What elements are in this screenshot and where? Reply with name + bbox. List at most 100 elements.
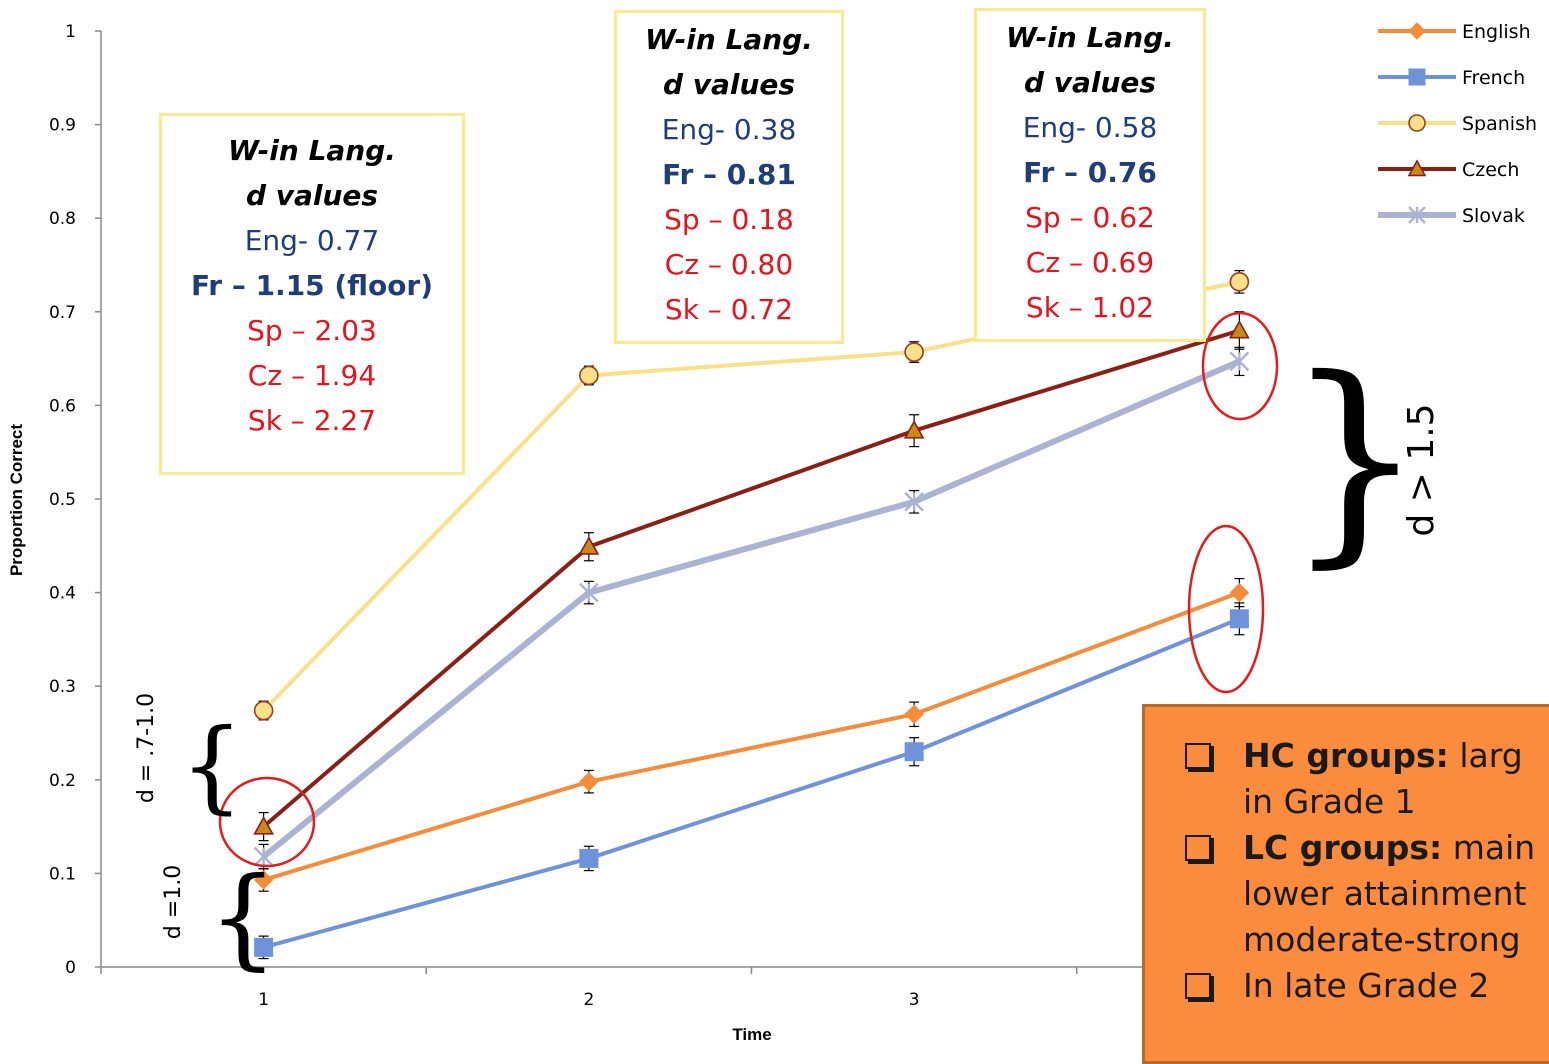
summary-hc-bold: HC groups: — [1243, 736, 1449, 775]
checkbox-bullet-icon — [1185, 835, 1211, 861]
legend-label: French — [1462, 67, 1525, 89]
legend-label: Czech — [1462, 159, 1519, 181]
y-axis-title: Proportion Correct — [7, 424, 26, 576]
x-tick-label: 1 — [258, 990, 269, 1010]
legend: English French Spanish Czech Slovak — [1378, 21, 1537, 227]
data-point — [904, 704, 924, 724]
dvalue-subheading: d values — [245, 179, 379, 212]
data-point — [904, 742, 924, 762]
y-tick-label: 0.9 — [49, 116, 76, 136]
annotation-d-large: d > 1.5 — [1401, 403, 1442, 536]
dvalue-sp: Sp – 2.03 — [247, 314, 377, 347]
legend-item-french: French — [1378, 67, 1525, 89]
series-french — [254, 602, 1249, 960]
dvalue-cz: Cz – 0.69 — [1025, 246, 1155, 279]
y-tick-label: 0.3 — [49, 677, 76, 697]
legend-label: Spanish — [1462, 113, 1537, 135]
data-point — [253, 815, 274, 835]
dvalue-eng: Eng- 0.58 — [1022, 111, 1158, 144]
y-tick-label: 0.1 — [49, 864, 76, 884]
summary-line-text: in Grade 1 — [1243, 782, 1416, 821]
y-tick-label: 1 — [65, 22, 76, 42]
dvalue-box-time1: W-in Lang. d values Eng- 0.77 Fr – 1.15 … — [159, 113, 465, 475]
annotation-ellipse-t4-top — [1201, 311, 1279, 421]
y-tick-label: 0.4 — [49, 584, 76, 604]
data-point — [1408, 68, 1426, 86]
series-line — [261, 358, 1241, 859]
annotation-ellipse-t4-bottom — [1187, 524, 1265, 694]
data-point — [1408, 206, 1426, 224]
series-line — [262, 328, 1240, 829]
data-point — [253, 700, 274, 721]
y-tick-label: 0.8 — [49, 209, 76, 229]
annotation-d-moderate: d = .7-1.0 — [134, 693, 159, 803]
data-point — [1407, 159, 1427, 177]
legend-item-slovak: Slovak — [1378, 205, 1525, 227]
series-czech — [253, 311, 1250, 842]
dvalue-box-time2: W-in Lang. d values Eng- 0.38 Fr – 0.81 … — [614, 10, 844, 344]
summary-box: HC groups: larg in Grade 1 LC groups: ma… — [1142, 704, 1549, 1064]
dvalue-eng: Eng- 0.77 — [244, 224, 380, 257]
data-point — [1229, 351, 1250, 372]
dvalue-sk: Sk – 2.27 — [247, 404, 377, 437]
dvalue-box-time3: W-in Lang. d values Eng- 0.58 Fr – 0.76 … — [974, 8, 1206, 342]
data-point — [254, 937, 274, 957]
summary-line-text: moderate-strong — [1243, 920, 1521, 959]
series-slovak — [253, 346, 1250, 870]
legend-label: English — [1462, 21, 1531, 43]
summary-hc-rest: larg — [1448, 736, 1523, 775]
legend-item-spanish: Spanish — [1378, 113, 1537, 135]
y-tick-label: 0.2 — [49, 771, 76, 791]
summary-lc-bold: LC groups: — [1243, 828, 1443, 867]
legend-label: Slovak — [1462, 205, 1525, 227]
summary-line-text: lower attainment — [1243, 874, 1527, 913]
data-point — [1229, 319, 1250, 339]
y-tick-label: 0.6 — [49, 396, 76, 416]
data-point — [903, 420, 925, 439]
dvalue-subheading: d values — [662, 68, 796, 101]
series-layer — [253, 270, 1250, 960]
y-tick-label: 0.7 — [49, 303, 76, 323]
dvalue-heading: W-in Lang. — [1006, 21, 1174, 54]
dvalue-heading: W-in Lang. — [645, 23, 813, 56]
data-point — [1408, 114, 1426, 132]
data-point — [253, 846, 274, 867]
dvalue-sp: Sp – 0.18 — [664, 203, 794, 236]
checkbox-bullet-icon — [1185, 973, 1211, 999]
data-point — [579, 771, 599, 792]
dvalue-heading: W-in Lang. — [228, 134, 396, 167]
data-point — [1229, 272, 1250, 292]
series-line — [263, 590, 1241, 882]
summary-late-text: In late Grade 2 — [1243, 966, 1490, 1005]
dvalue-sk: Sk – 1.02 — [1025, 291, 1155, 324]
summary-bullet-late: In late Grade 2 — [1185, 963, 1549, 1009]
legend-item-english: English — [1378, 21, 1531, 43]
data-point — [579, 848, 599, 868]
dvalue-cz: Cz – 1.94 — [247, 359, 377, 392]
data-point — [904, 491, 924, 512]
annotation-d-one: d =1.0 — [161, 865, 186, 939]
legend-item-czech: Czech — [1378, 159, 1519, 181]
dvalue-fr: Fr – 0.81 — [662, 158, 796, 191]
dvalue-fr: Fr – 1.15 (floor) — [190, 269, 434, 302]
x-tick-label: 2 — [583, 990, 594, 1010]
data-point — [253, 870, 274, 890]
dvalue-eng: Eng- 0.38 — [661, 113, 797, 146]
dvalue-cz: Cz – 0.80 — [664, 248, 794, 281]
summary-line: moderate-strong — [1185, 917, 1549, 963]
summary-line: in Grade 1 — [1185, 779, 1549, 825]
summary-bullet-lc: LC groups: main — [1185, 825, 1549, 871]
summary-bullet-hc: HC groups: larg — [1185, 733, 1549, 779]
data-point — [579, 582, 599, 603]
brace-large-icon: } — [1285, 331, 1425, 587]
brace-moderate-icon: { — [180, 707, 244, 824]
series-line — [263, 616, 1241, 950]
summary-lc-rest: main — [1442, 828, 1536, 867]
brace-one-icon: { — [208, 853, 278, 981]
x-tick-label: 3 — [909, 990, 920, 1010]
series-english — [253, 577, 1250, 892]
data-point — [1408, 22, 1426, 40]
dvalue-subheading: d values — [1023, 66, 1157, 99]
data-point — [1229, 582, 1250, 603]
dvalue-fr: Fr – 0.76 — [1023, 156, 1157, 189]
